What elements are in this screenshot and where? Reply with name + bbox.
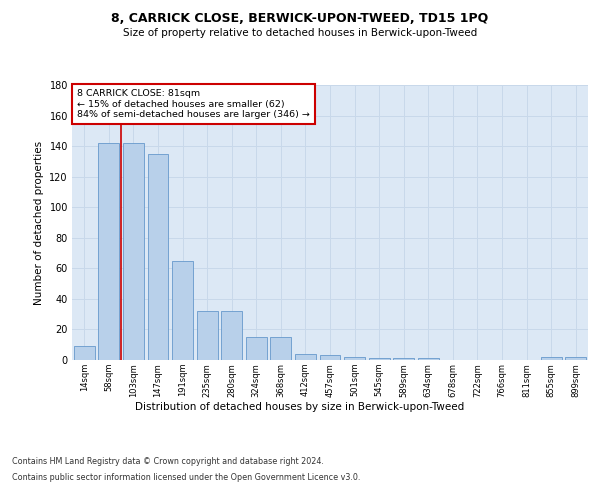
Bar	[418, 358, 439, 360]
Bar	[123, 143, 144, 360]
Bar	[98, 143, 119, 360]
Bar	[344, 357, 365, 360]
Bar	[565, 357, 586, 360]
Text: 8, CARRICK CLOSE, BERWICK-UPON-TWEED, TD15 1PQ: 8, CARRICK CLOSE, BERWICK-UPON-TWEED, TD…	[112, 12, 488, 26]
Text: Distribution of detached houses by size in Berwick-upon-Tweed: Distribution of detached houses by size …	[136, 402, 464, 412]
Text: Size of property relative to detached houses in Berwick-upon-Tweed: Size of property relative to detached ho…	[123, 28, 477, 38]
Bar	[197, 311, 218, 360]
Text: Contains HM Land Registry data © Crown copyright and database right 2024.: Contains HM Land Registry data © Crown c…	[12, 458, 324, 466]
Bar	[271, 337, 292, 360]
Bar	[393, 358, 414, 360]
Text: 8 CARRICK CLOSE: 81sqm
← 15% of detached houses are smaller (62)
84% of semi-det: 8 CARRICK CLOSE: 81sqm ← 15% of detached…	[77, 89, 310, 119]
Text: Contains public sector information licensed under the Open Government Licence v3: Contains public sector information licen…	[12, 472, 361, 482]
Y-axis label: Number of detached properties: Number of detached properties	[34, 140, 44, 304]
Bar	[246, 337, 267, 360]
Bar	[172, 260, 193, 360]
Bar	[541, 357, 562, 360]
Bar	[74, 346, 95, 360]
Bar	[368, 358, 389, 360]
Bar	[295, 354, 316, 360]
Bar	[320, 356, 340, 360]
Bar	[148, 154, 169, 360]
Bar	[221, 311, 242, 360]
